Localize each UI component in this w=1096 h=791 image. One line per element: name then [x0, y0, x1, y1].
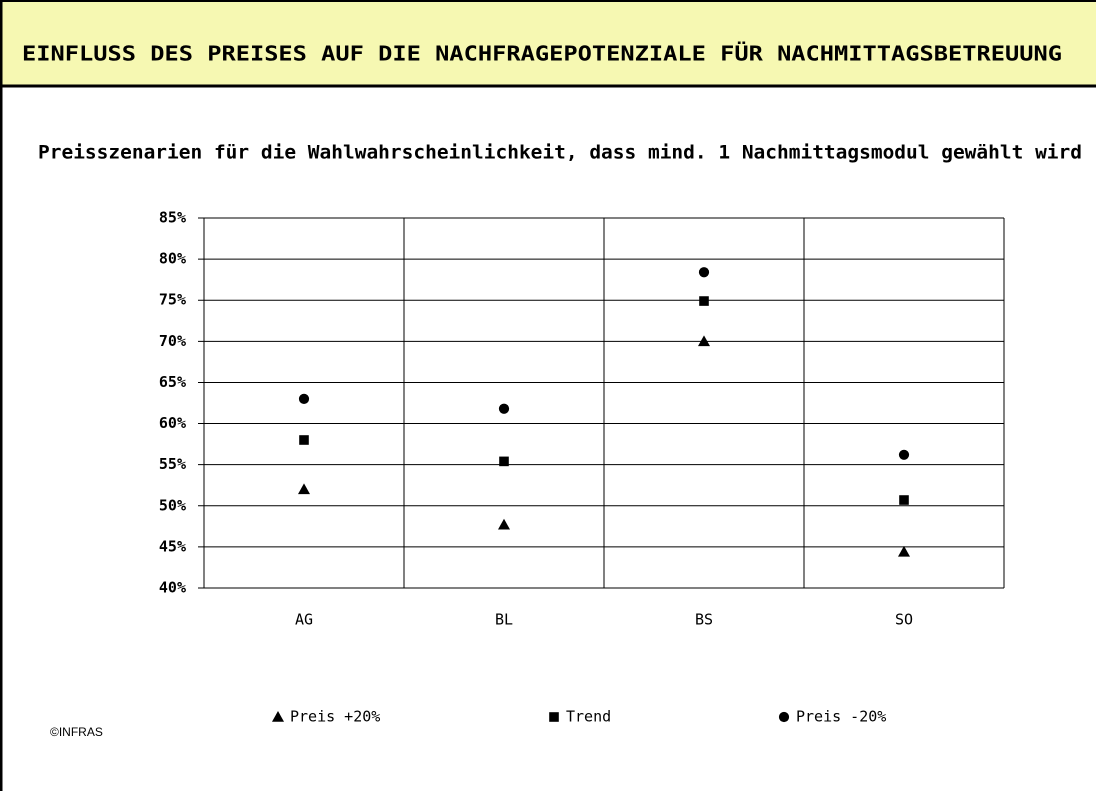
marker-triangle [298, 483, 310, 495]
x-tick-label: SO [895, 611, 913, 629]
y-tick-label: 50% [159, 496, 186, 514]
y-tick-label: 85% [159, 209, 186, 227]
marker-square [299, 435, 309, 445]
legend-label: Preis -20% [796, 708, 886, 726]
marker-triangle [272, 711, 284, 722]
marker-square [699, 296, 709, 306]
copyright: ©INFRAS [50, 725, 103, 739]
marker-circle [778, 711, 790, 723]
marker-triangle [498, 518, 510, 530]
x-tick-label: BL [495, 611, 513, 629]
slide-title: EINFLUSS DES PREISES AUF DIE NACHFRAGEPO… [22, 42, 1062, 66]
chart-title: Preisszenarien für die Wahlwahrscheinlic… [38, 142, 1082, 164]
legend-label: Trend [566, 708, 611, 726]
y-tick-label: 80% [159, 250, 186, 268]
y-tick-label: 70% [159, 332, 186, 350]
y-tick-label: 45% [159, 537, 186, 555]
marker-circle [298, 393, 310, 404]
marker-circle [498, 403, 510, 414]
marker-triangle [898, 545, 910, 557]
y-tick-label: 65% [159, 373, 186, 391]
marker-circle [898, 449, 910, 460]
y-tick-label: 55% [159, 455, 186, 473]
marker-triangle [698, 335, 710, 347]
marker-square [899, 495, 909, 505]
y-tick-label: 75% [159, 291, 186, 309]
y-tick-label: 60% [159, 414, 186, 432]
x-tick-label: BS [695, 611, 713, 629]
x-tick-label: AG [295, 611, 313, 629]
marker-square [499, 456, 509, 467]
marker-circle [698, 267, 710, 278]
y-tick-label: 40% [159, 579, 186, 597]
legend-label: Preis +20% [290, 708, 380, 726]
header-band [0, 0, 1096, 86]
marker-square [549, 712, 559, 722]
